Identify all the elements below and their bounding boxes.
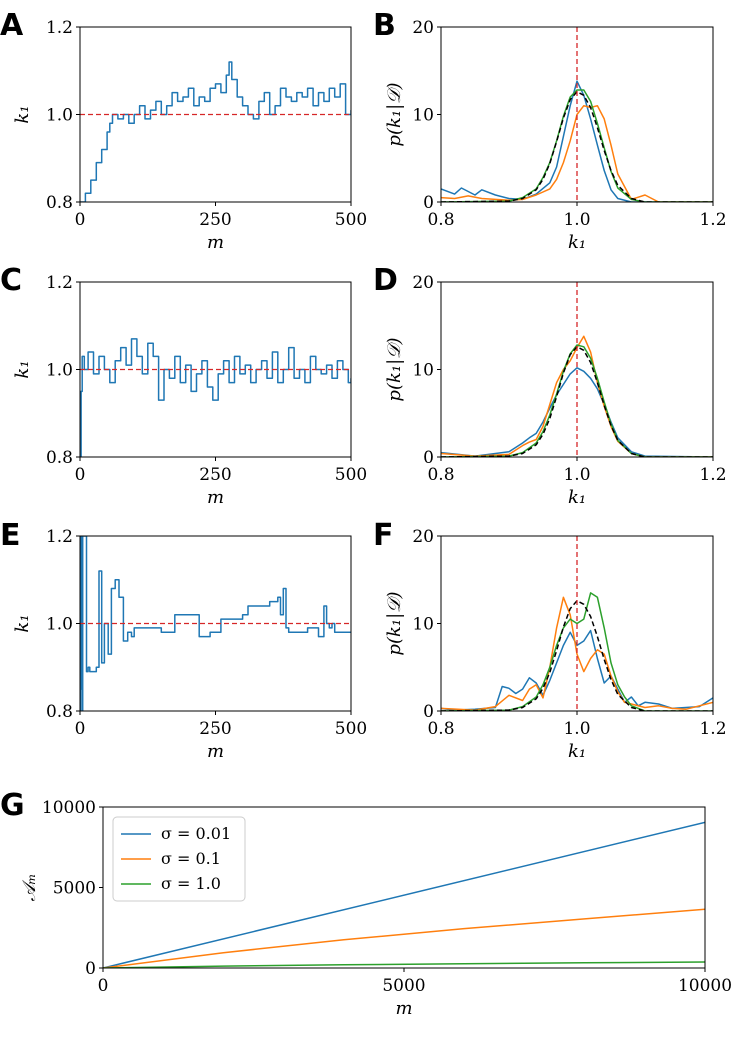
y-tick-label: 20 — [412, 273, 434, 293]
y-tick-label: 1.0 — [46, 106, 73, 126]
series-line--1-0 — [441, 592, 713, 711]
y-tick-label: 20 — [412, 527, 434, 547]
x-tick-label: 10000 — [678, 976, 732, 996]
series-line--1-0 — [441, 89, 713, 202]
y-tick-label: 0.8 — [46, 448, 73, 468]
x-axis-label: m — [207, 487, 224, 508]
panel-e: E 0 250 500 0.8 1.0 1.2 m k₁ — [0, 518, 367, 762]
series-line--0-01 — [441, 367, 713, 457]
panel-letter: A — [0, 8, 24, 43]
y-tick-label: 1.0 — [46, 361, 73, 381]
panel-letter: E — [0, 518, 21, 553]
x-tick-label: 1.0 — [563, 719, 590, 739]
panel-letter: C — [0, 263, 22, 298]
y-tick-label: 1.0 — [46, 615, 73, 635]
series-line--0-1 — [441, 596, 713, 711]
x-tick-label: 0 — [75, 210, 86, 230]
series-line-trace — [80, 338, 351, 457]
x-tick-label: 250 — [199, 465, 231, 485]
series-line--1-0 — [103, 961, 705, 968]
panel-letter: F — [373, 518, 394, 553]
legend-label: σ = 0.1 — [161, 849, 221, 868]
panel-c: C 0 250 500 0.8 1.0 1.2 m k₁ — [0, 263, 367, 508]
y-tick-label: 5000 — [53, 879, 96, 899]
x-tick-label: 0 — [98, 976, 109, 996]
series-line-reference — [441, 600, 713, 711]
x-axis-label: k₁ — [568, 487, 586, 508]
x-tick-label: 500 — [335, 719, 367, 739]
y-tick-label: 20 — [412, 18, 434, 38]
x-axis-label: k₁ — [568, 741, 586, 762]
x-tick-label: 1.2 — [699, 719, 726, 739]
y-tick-label: 0 — [85, 959, 96, 979]
x-axis-label: m — [207, 232, 224, 253]
panel-d: D 0.8 1.0 1.2 0 10 20 k₁ p(k₁|𝒟) — [373, 263, 727, 508]
x-tick-label: 5000 — [382, 976, 425, 996]
x-tick-label: 0 — [75, 719, 86, 739]
series-line-trace — [80, 61, 351, 202]
series-line-reference — [441, 91, 713, 202]
x-tick-label: 250 — [199, 719, 231, 739]
y-tick-label: 1.2 — [46, 18, 73, 38]
x-tick-label: 1.2 — [699, 465, 726, 485]
y-tick-label: 0.8 — [46, 193, 73, 213]
y-tick-label: 10 — [412, 615, 434, 635]
x-tick-label: 1.0 — [563, 210, 590, 230]
x-tick-label: 1.2 — [699, 210, 726, 230]
panel-g: G 0 5000 10000 0 5000 10000 m 𝒜ₘ σ = 0.01 σ = 0.1 σ… — [0, 788, 732, 1019]
x-axis-label: m — [395, 998, 412, 1019]
x-tick-label: 500 — [335, 210, 367, 230]
x-tick-label: 500 — [335, 465, 367, 485]
y-tick-label: 10000 — [42, 798, 96, 818]
y-axis-label: p(k₁|𝒟) — [384, 591, 405, 655]
legend-label: σ = 0.01 — [161, 824, 231, 843]
y-tick-label: 10 — [412, 106, 434, 126]
legend-box — [112, 816, 246, 902]
y-axis-label: 𝒜ₘ — [19, 873, 40, 901]
series-line-trace — [80, 536, 351, 711]
series-line-reference — [441, 346, 713, 457]
x-tick-label: 0.8 — [427, 210, 454, 230]
x-tick-label: 250 — [199, 210, 231, 230]
panel-letter: G — [0, 788, 25, 823]
y-tick-label: 0 — [423, 448, 434, 468]
y-axis-label: k₁ — [12, 360, 33, 378]
y-tick-label: 0 — [423, 702, 434, 722]
panel-letter: B — [373, 8, 396, 43]
y-tick-label: 0 — [423, 193, 434, 213]
series-line--0-01 — [441, 80, 713, 202]
panel-b: B 0.8 1.0 1.2 0 10 20 k₁ p(k₁|𝒟) — [373, 8, 727, 253]
y-tick-label: 1.2 — [46, 273, 73, 293]
x-axis-label: k₁ — [568, 232, 586, 253]
y-axis-label: p(k₁|𝒟) — [384, 337, 405, 401]
series-line--0-01 — [441, 629, 713, 711]
panel-f: F 0.8 1.0 1.2 0 10 20 k₁ p(k₁|𝒟) — [373, 518, 727, 762]
panel-letter: D — [373, 263, 398, 298]
x-tick-label: 0.8 — [427, 719, 454, 739]
y-tick-label: 1.2 — [46, 527, 73, 547]
x-tick-label: 1.0 — [563, 465, 590, 485]
y-axis-label: p(k₁|𝒟) — [384, 82, 405, 146]
y-axis-label: k₁ — [12, 105, 33, 123]
panel-a: A 0 250 500 0.8 1.0 1.2 m k₁ — [0, 8, 367, 253]
legend-label: σ = 1.0 — [161, 874, 221, 893]
series-line--1-0 — [441, 344, 713, 457]
y-tick-label: 10 — [412, 361, 434, 381]
x-axis-label: m — [207, 741, 224, 762]
series-line--0-01 — [103, 821, 705, 968]
y-tick-label: 0.8 — [46, 702, 73, 722]
x-tick-label: 0.8 — [427, 465, 454, 485]
y-axis-label: k₁ — [12, 614, 33, 632]
series-line--0-1 — [103, 908, 705, 968]
series-line--0-1 — [441, 104, 713, 202]
x-tick-label: 0 — [75, 465, 86, 485]
